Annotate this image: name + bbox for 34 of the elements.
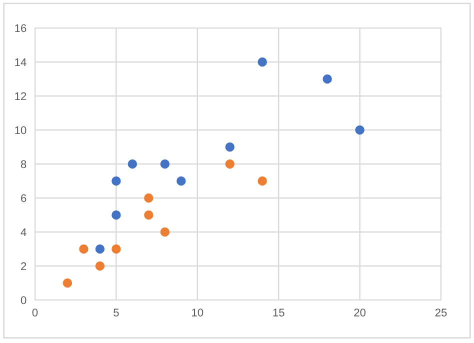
point xyxy=(176,176,186,186)
y-tick-label: 0 xyxy=(20,296,26,304)
point xyxy=(144,193,154,203)
y-tick-label: 14 xyxy=(15,58,26,66)
x-tick-label: 5 xyxy=(114,308,119,316)
point xyxy=(355,125,364,135)
y-tick-label: 8 xyxy=(20,160,26,168)
point xyxy=(225,159,235,169)
point xyxy=(128,159,138,169)
y-tick-label: 6 xyxy=(21,194,26,202)
x-tick-label: 25 xyxy=(435,308,447,316)
x-tick-label: 15 xyxy=(273,308,284,316)
point xyxy=(160,227,170,237)
y-tick-label: 16 xyxy=(15,24,26,32)
point xyxy=(160,159,170,169)
point xyxy=(225,142,235,152)
point xyxy=(258,176,267,186)
x-tick-label: 10 xyxy=(192,308,204,316)
point xyxy=(112,210,121,220)
point xyxy=(79,244,88,254)
point xyxy=(322,74,332,84)
point xyxy=(112,244,121,254)
y-tick-label: 2 xyxy=(21,262,26,270)
point xyxy=(95,261,105,271)
point xyxy=(95,244,105,254)
point xyxy=(112,176,121,186)
x-tick-label: 20 xyxy=(354,308,366,316)
point xyxy=(144,210,154,220)
y-tick-label: 12 xyxy=(15,92,26,100)
point xyxy=(62,278,72,288)
y-tick-label: 4 xyxy=(20,228,26,236)
y-tick-label: 10 xyxy=(15,126,26,134)
point xyxy=(258,57,267,67)
x-tick-label: 0 xyxy=(32,308,38,316)
